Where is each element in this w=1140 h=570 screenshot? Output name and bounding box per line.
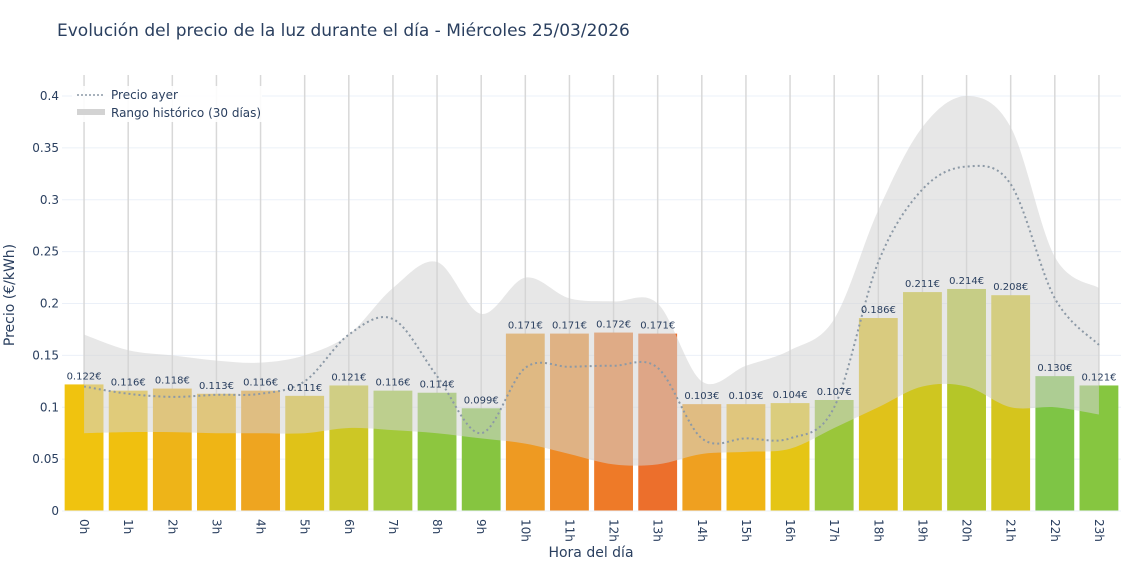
bar-value-label: 0.116€ xyxy=(243,378,278,389)
x-tick-label: 19h xyxy=(915,519,929,542)
bar-value-label: 0.130€ xyxy=(1037,363,1072,374)
legend xyxy=(72,86,262,122)
legend-label: Rango histórico (30 días) xyxy=(111,106,261,120)
chart-title: Evolución del precio de la luz durante e… xyxy=(57,21,630,41)
bar-value-label: 0.114€ xyxy=(420,380,455,391)
x-tick-label: 9h xyxy=(474,519,488,534)
x-tick-label: 2h xyxy=(165,519,179,534)
x-tick-label: 1h xyxy=(121,519,135,534)
x-tick-label: 3h xyxy=(209,519,223,534)
x-tick-label: 16h xyxy=(783,519,797,542)
bar-value-label: 0.104€ xyxy=(773,390,808,401)
bar-value-label: 0.103€ xyxy=(728,391,763,402)
x-tick-label: 0h xyxy=(77,519,91,534)
legend-label: Precio ayer xyxy=(111,88,178,102)
bar-value-label: 0.116€ xyxy=(111,378,146,389)
x-tick-label: 13h xyxy=(651,519,665,542)
historical-range-band xyxy=(84,96,1099,466)
y-tick-label: 0.05 xyxy=(32,452,59,466)
x-tick-label: 8h xyxy=(430,519,444,534)
bar-value-label: 0.107€ xyxy=(817,387,852,398)
x-tick-label: 10h xyxy=(518,519,532,542)
bar-value-label: 0.103€ xyxy=(684,391,719,402)
y-tick-label: 0.35 xyxy=(32,141,59,155)
bar-value-label: 0.116€ xyxy=(375,378,410,389)
y-tick-label: 0.25 xyxy=(32,245,59,259)
x-tick-label: 11h xyxy=(562,519,576,542)
bar-value-label: 0.214€ xyxy=(949,276,984,287)
y-tick-label: 0.4 xyxy=(40,89,59,103)
x-tick-label: 15h xyxy=(739,519,753,542)
x-tick-label: 12h xyxy=(607,519,621,542)
x-tick-label: 7h xyxy=(386,519,400,534)
bar-value-label: 0.122€ xyxy=(67,371,102,382)
x-tick-label: 21h xyxy=(1004,519,1018,542)
bar-value-label: 0.099€ xyxy=(464,395,499,406)
y-tick-label: 0.2 xyxy=(40,297,59,311)
yesterday-price-line xyxy=(83,164,1100,445)
x-tick-label: 18h xyxy=(871,519,885,542)
bar-value-label: 0.118€ xyxy=(155,376,190,387)
bar-value-label: 0.121€ xyxy=(1081,372,1116,383)
x-tick-label: 20h xyxy=(960,519,974,542)
bar-value-label: 0.171€ xyxy=(640,321,675,332)
bar-value-label: 0.208€ xyxy=(993,282,1028,293)
bar-value-label: 0.211€ xyxy=(905,279,940,290)
x-tick-label: 22h xyxy=(1048,519,1062,542)
bar-value-label: 0.172€ xyxy=(596,320,631,331)
x-tick-label: 4h xyxy=(254,519,268,534)
y-axis-title: Precio (€/kWh) xyxy=(2,244,18,346)
y-tick-label: 0.3 xyxy=(40,193,59,207)
legend-band-swatch xyxy=(77,109,105,115)
x-tick-label: 5h xyxy=(298,519,312,534)
x-axis-title: Hora del día xyxy=(548,545,633,561)
bar-value-label: 0.186€ xyxy=(861,305,896,316)
x-tick-label: 23h xyxy=(1092,519,1106,542)
bar-value-label: 0.113€ xyxy=(199,381,234,392)
bar-value-label: 0.121€ xyxy=(331,372,366,383)
bar-value-label: 0.171€ xyxy=(508,321,543,332)
x-tick-label: 6h xyxy=(342,519,356,534)
bar-value-label: 0.171€ xyxy=(552,321,587,332)
y-tick-label: 0 xyxy=(51,504,59,518)
bar-value-label: 0.111€ xyxy=(287,383,322,394)
y-tick-label: 0.1 xyxy=(40,400,59,414)
x-tick-label: 17h xyxy=(827,519,841,542)
y-tick-label: 0.15 xyxy=(32,348,59,362)
x-tick-label: 14h xyxy=(695,519,709,542)
